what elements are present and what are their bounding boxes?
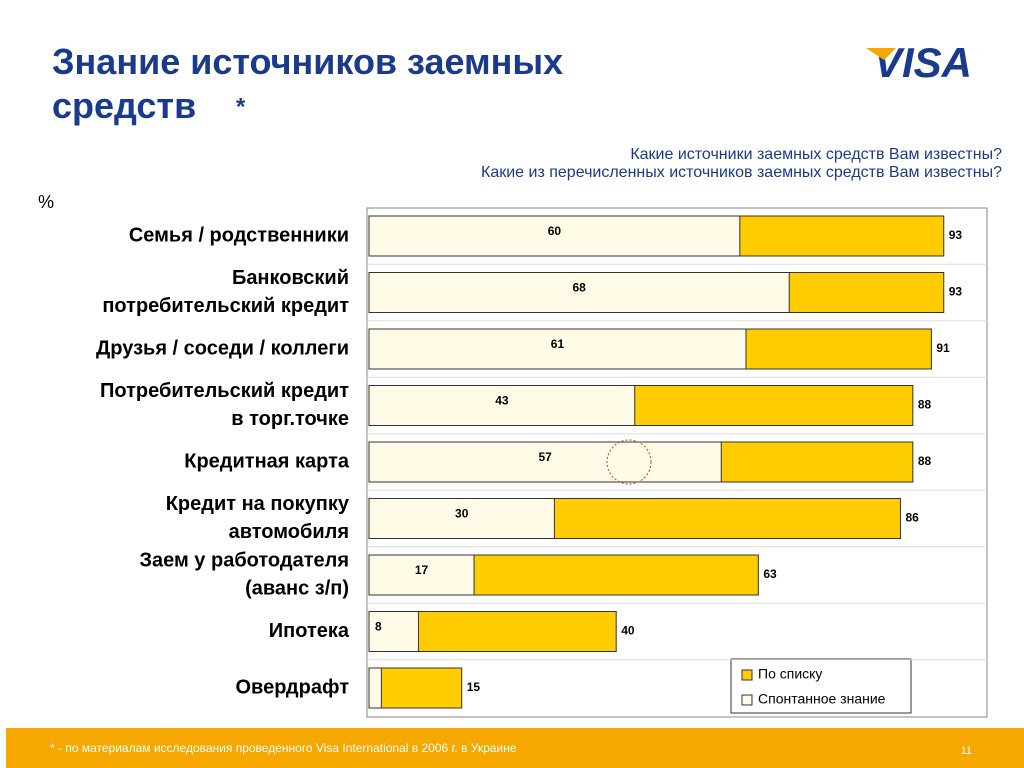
data-label: 40 [621,624,635,638]
category-label: Друзья / соседи / коллеги [96,337,349,359]
category-label: Заем у работодателя [139,549,349,571]
category-label: потребительский кредит [102,295,349,317]
subtitle: Какие источники заемных средств Вам изве… [630,146,1002,163]
category-label: Потребительский кредит [100,380,349,402]
data-label: 86 [905,511,919,525]
category-label: автомобиля [229,521,349,543]
bar [368,215,741,257]
category-label: в торг.точке [231,408,349,430]
page-number: 11 [961,745,972,757]
logo-swoosh [866,48,896,60]
legend-swatch [741,694,753,706]
data-label: 88 [918,454,932,468]
bar [368,611,419,652]
category-label: Ипотека [269,620,350,642]
data-label: 30 [455,507,469,521]
data-label: 68 [572,281,586,295]
bar [368,385,636,426]
category-label: Кредит на покупку [166,493,350,515]
data-label: 93 [949,285,963,299]
category-label: Семья / родственники [129,224,349,246]
category-label: (аванс з/п) [245,577,349,599]
category-label: Кредитная карта [184,450,350,472]
title: Знание источников заемных средств [52,41,563,126]
subtitle: Какие из перечисленных источников заемны… [481,164,1002,181]
data-label: 8 [375,620,382,634]
data-label: 15 [467,680,481,694]
bar [368,498,555,539]
unit-label: % [38,192,54,212]
data-label: 91 [936,341,950,355]
data-label: 43 [495,394,509,408]
legend-label: По списку [758,666,822,682]
bar [368,328,747,370]
bar [368,272,790,313]
category-label: Овердрафт [236,676,350,698]
logo: VISA [874,39,972,86]
data-label: 17 [415,563,429,577]
footnote: * - по материалам исследования проведенн… [50,741,517,755]
data-label: 61 [551,337,565,351]
legend [730,658,912,714]
title-mark: * [236,93,246,120]
data-label: 93 [949,228,963,242]
bar [368,667,382,709]
footer-bar [0,728,1024,768]
data-label: 63 [763,567,777,581]
footer-edge [0,728,6,768]
legend-swatch [741,669,753,681]
highlight-ring [606,439,652,485]
legend-label: Спонтанное знание [758,691,886,707]
category-label: Банковский [232,267,349,289]
bar [368,441,722,483]
bar [368,554,475,596]
data-label: 60 [548,224,562,238]
bar [368,667,463,709]
data-label: 57 [538,450,552,464]
data-label: 88 [918,398,932,412]
